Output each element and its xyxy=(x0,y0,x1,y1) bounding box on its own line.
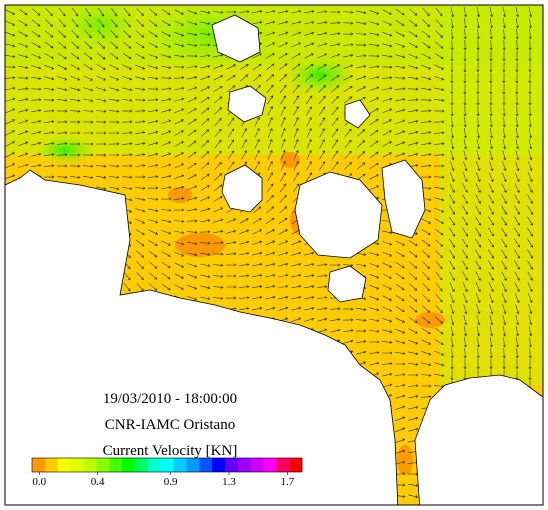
colorbar-cell xyxy=(276,458,290,472)
colorbar-frame xyxy=(31,457,303,473)
colorbar-cell xyxy=(263,458,277,472)
colorbar-cell xyxy=(212,458,226,472)
colorbar-tick-label: 0.9 xyxy=(164,476,178,488)
colorbar-cell xyxy=(147,458,161,472)
colorbar-cell xyxy=(199,458,213,472)
map-frame xyxy=(4,4,544,506)
timestamp: 19/03/2010 - 18:00:00 xyxy=(103,391,237,407)
colorbar-cell xyxy=(96,458,110,472)
land xyxy=(5,14,543,505)
colorbar-cell xyxy=(122,458,136,472)
velocity-patches xyxy=(5,5,543,475)
colorbar-tick-label: 1.3 xyxy=(222,476,236,488)
colorbar-cell xyxy=(250,458,264,472)
colorbar-cell xyxy=(57,458,71,472)
colorbar-tick-label: 1.7 xyxy=(281,476,295,488)
colorbar-cell xyxy=(173,458,187,472)
colorbar-cell xyxy=(134,458,149,472)
legend-title: Current Velocity [KN] xyxy=(103,443,238,459)
colorbar-cell xyxy=(186,458,200,472)
colorbar-cell xyxy=(83,458,97,472)
colorbar-cell xyxy=(237,458,251,472)
colorbar-cell xyxy=(160,458,174,472)
colorbar-cell xyxy=(224,458,239,472)
colorbar-cell xyxy=(289,458,303,472)
institution: CNR-IAMC Oristano xyxy=(105,417,235,433)
colorbar: 0.0 0.4 0.9 1.3 1.7 xyxy=(31,457,303,488)
colorbar-tick-label: 0.0 xyxy=(32,476,46,488)
colorbar-tick-label: 0.4 xyxy=(91,476,105,488)
colorbar-cell xyxy=(32,458,46,472)
colorbar-cell xyxy=(44,458,59,472)
colorbar-cell xyxy=(109,458,123,472)
colorbar-cell xyxy=(70,458,84,472)
